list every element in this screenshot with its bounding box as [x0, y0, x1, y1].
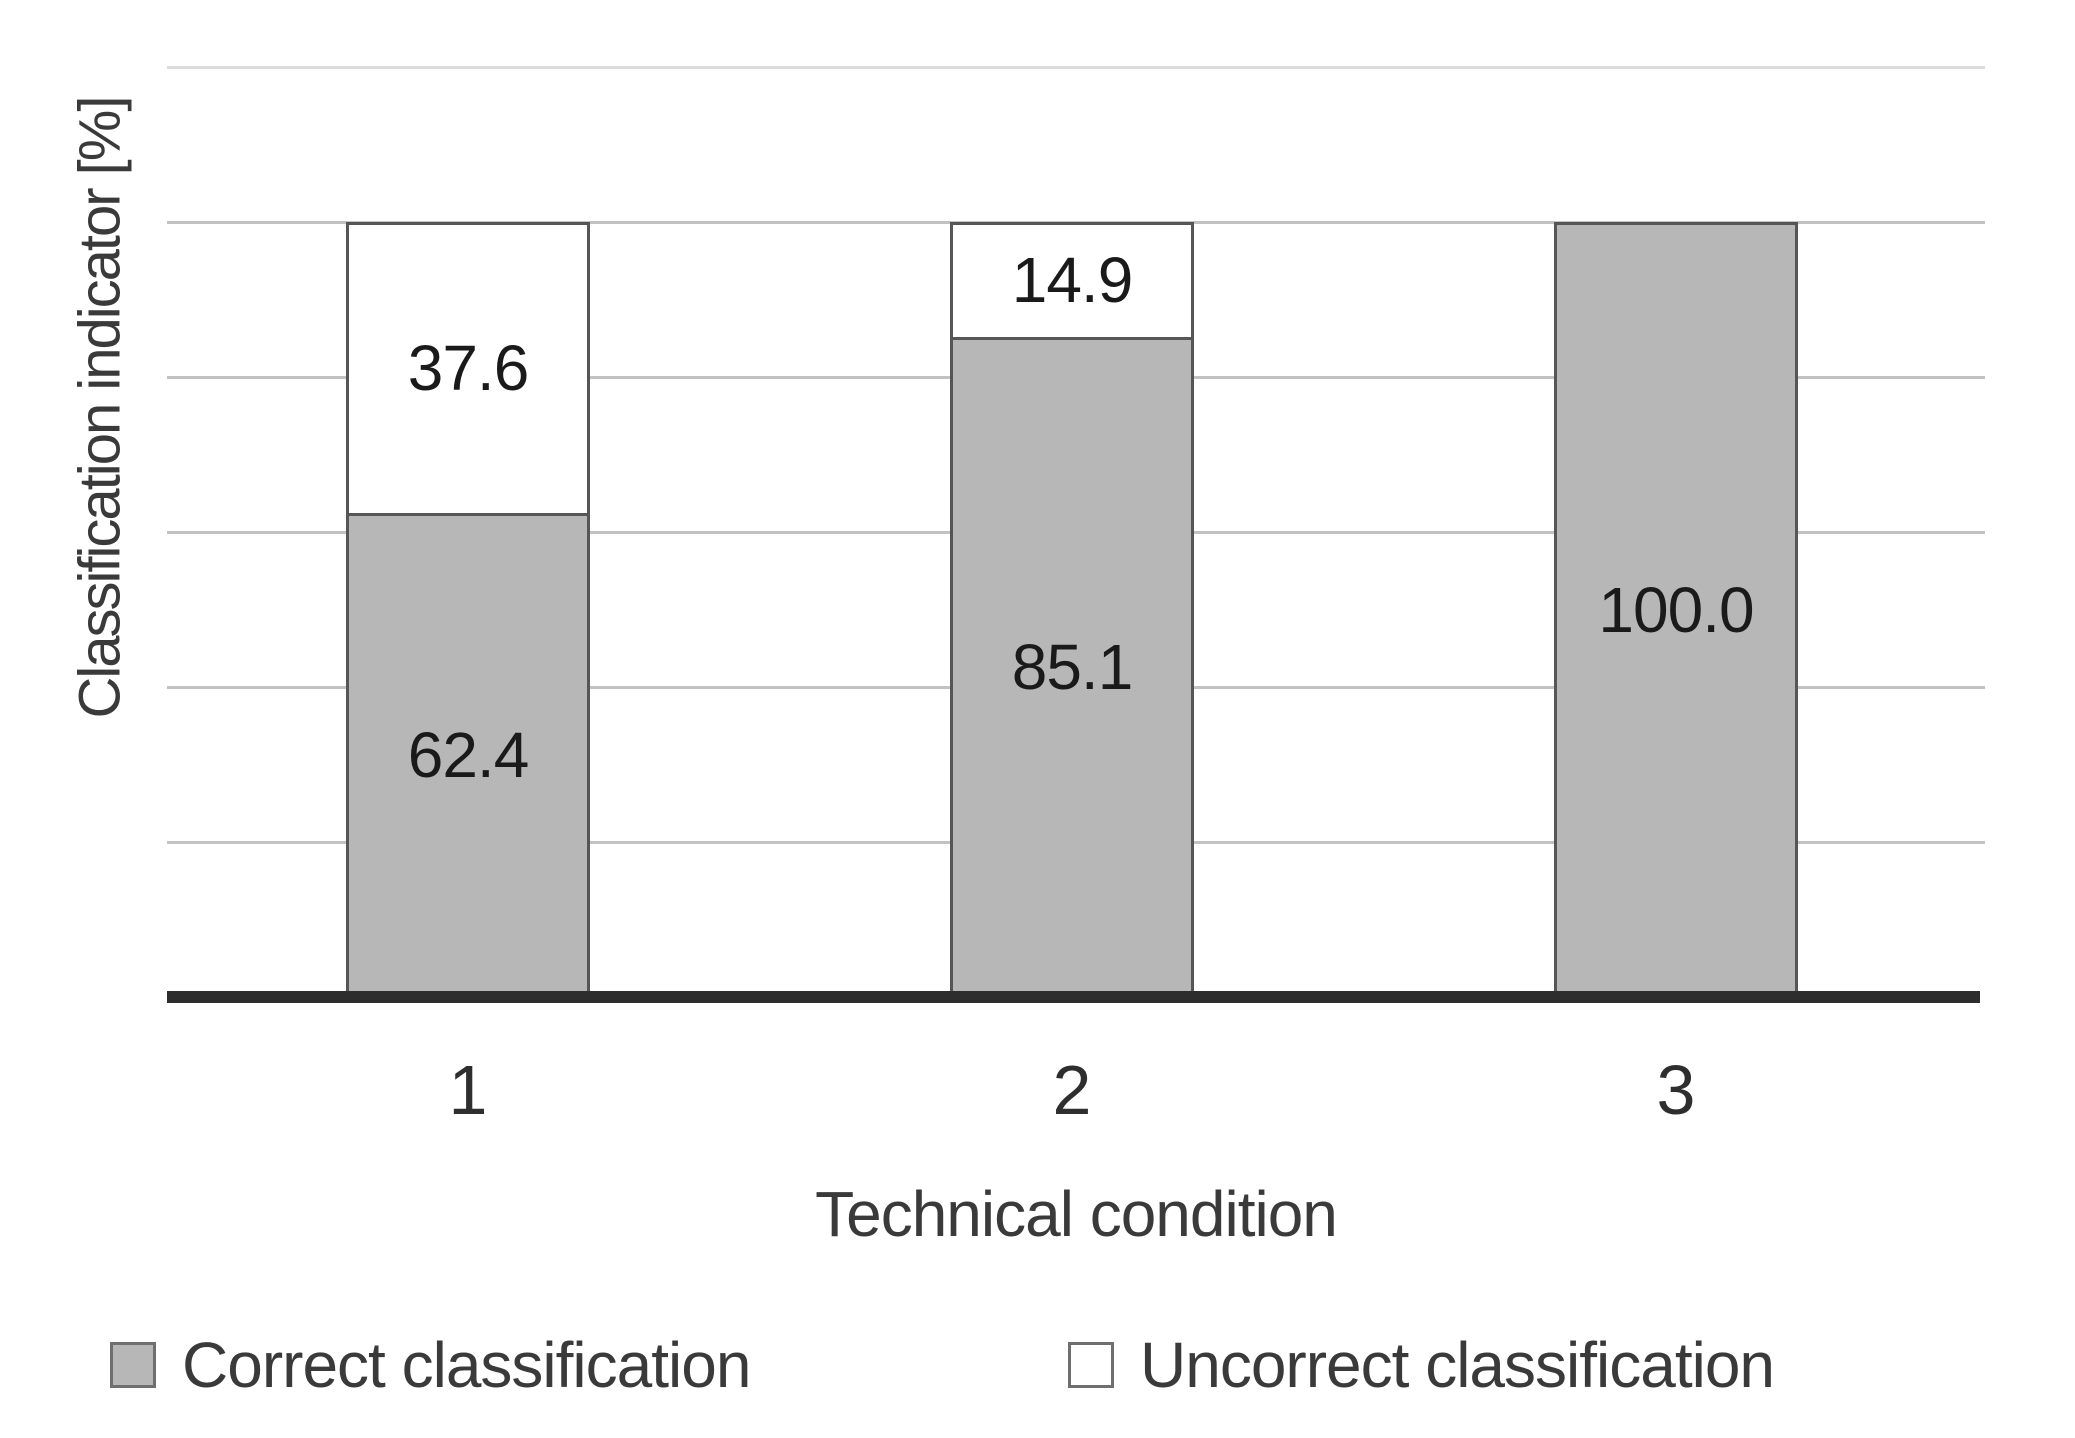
bar-segment-correct-2	[950, 337, 1194, 997]
bar-segment-label: 85.1	[1011, 631, 1134, 704]
x-tick-label-3: 3	[1656, 1051, 1696, 1129]
bar-segment-label: 14.9	[1011, 243, 1134, 316]
x-axis-line	[167, 991, 1980, 1003]
bar-segment-label: 100.0	[1598, 573, 1754, 646]
bar-segment-uncorrect-2	[950, 222, 1194, 338]
x-axis-title: Technical condition	[815, 1178, 1338, 1250]
x-tick-label-1: 1	[448, 1051, 488, 1129]
bar-segment-correct-1	[346, 513, 590, 997]
x-tick-label-2: 2	[1052, 1051, 1092, 1129]
bar-segment-correct-3	[1554, 222, 1798, 997]
gridline-120pct	[167, 65, 1985, 69]
bar-segment-label: 62.4	[407, 719, 530, 792]
bar-segment-uncorrect-1	[346, 222, 590, 514]
bar-segment-label: 37.6	[407, 331, 530, 404]
